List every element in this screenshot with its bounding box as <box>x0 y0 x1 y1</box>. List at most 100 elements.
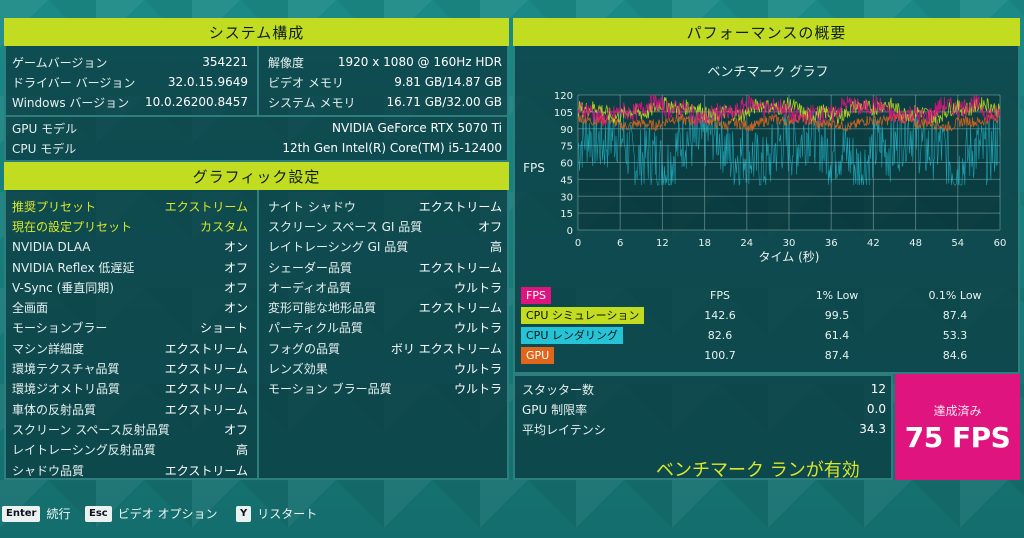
graphics-setting-row: 全画面 オン <box>12 298 248 318</box>
key-hint-icon: Esc <box>85 505 112 522</box>
perf-value: 87.4 <box>942 309 968 322</box>
graphics-setting-value: エクストリーム <box>164 402 248 417</box>
perf-value: 87.4 <box>824 349 850 362</box>
graphics-setting-label: シャドウ品質 <box>12 463 85 478</box>
stat-row: GPU 制限率 0.0 <box>522 399 886 419</box>
system-divider-v <box>257 46 259 116</box>
y-tick-label: 15 <box>560 209 573 220</box>
key-hint-icon: Y <box>236 505 252 522</box>
x-tick-label: 36 <box>825 238 838 249</box>
graphics-setting-label: 環境テクスチャ品質 <box>12 362 120 377</box>
graphics-setting-row: 環境ジオメトリ品質 エクストリーム <box>12 379 248 399</box>
graphics-panel <box>4 162 509 480</box>
graphics-setting-row: V-Sync (垂直同期) オフ <box>12 277 248 297</box>
system-info-row: Windows バージョン 10.0.26200.8457 <box>12 92 248 112</box>
perf-value: 142.6 <box>704 309 736 322</box>
graphics-setting-row: レンズ効果 ウルトラ <box>268 358 502 378</box>
achieved-value: 75 FPS <box>904 421 1011 454</box>
footer-action-esc[interactable]: Esc ビデオ オプション <box>85 505 218 522</box>
x-axis-label: タイム (秒) <box>759 250 820 264</box>
stat-value: 0.0 <box>866 402 886 416</box>
graphics-setting-row: NVIDIA DLAA オン <box>12 237 248 257</box>
graphics-setting-value: 高 <box>235 443 248 458</box>
perf-column-header: 1% Low <box>815 289 859 302</box>
graphics-setting-label: マシン詳細度 <box>12 341 85 356</box>
graphics-setting-label: ナイト シャドウ <box>268 199 356 214</box>
benchmark-status: ベンチマーク ランが有効 <box>656 460 860 481</box>
series-gpu <box>577 112 1001 132</box>
graphics-setting-label: レンズ効果 <box>268 362 328 377</box>
graphics-setting-label: レイトレーシング反射品質 <box>12 443 156 458</box>
graphics-setting-row: フォグの品質 ボリ エクストリーム <box>268 338 502 358</box>
system-info-label: ドライバー バージョン <box>12 75 136 90</box>
graphics-setting-value: ウルトラ <box>453 321 502 336</box>
graphics-setting-label: スクリーン スペース反射品質 <box>12 422 170 437</box>
system-display-row: 解像度 1920 x 1080 @ 160Hz HDR <box>268 52 502 72</box>
system-info-value: 32.0.15.9649 <box>167 75 248 89</box>
x-tick-label: 0 <box>575 238 581 249</box>
graphics-setting-value: エクストリーム <box>164 341 248 356</box>
y-tick-label: 90 <box>560 125 573 136</box>
y-tick-label: 45 <box>560 175 573 186</box>
y-axis-label: FPS <box>523 161 545 175</box>
x-tick-label: 18 <box>698 238 711 249</box>
graphics-setting-row: 推奨プリセット エクストリーム <box>12 196 248 216</box>
graphics-setting-row: モーション ブラー品質 ウルトラ <box>268 379 502 399</box>
graphics-setting-value: オフ <box>223 422 248 437</box>
graphics-setting-value: エクストリーム <box>164 382 248 397</box>
stat-value: 12 <box>870 382 886 396</box>
graphics-setting-value: エクストリーム <box>418 199 502 214</box>
x-tick-label: 12 <box>656 238 669 249</box>
graphics-setting-label: シェーダー品質 <box>268 260 353 275</box>
benchmark-chart: ベンチマーク グラフ 0 6 12 18 24 30 36 42 48 54 60 0 15 30 45 60 7… <box>523 65 1006 264</box>
graphics-setting-value: カスタム <box>199 219 248 234</box>
graphics-setting-value: エクストリーム <box>164 199 248 214</box>
graphics-setting-label: NVIDIA DLAA <box>12 239 91 254</box>
system-display-row: システム メモリ 16.71 GB/32.00 GB <box>268 92 502 112</box>
system-info-row: ゲームバージョン 354221 <box>12 52 248 72</box>
graphics-divider-v <box>257 190 259 480</box>
perf-value: 84.6 <box>942 349 968 362</box>
series-line <box>577 112 1001 132</box>
graphics-setting-row: 環境テクスチャ品質 エクストリーム <box>12 358 248 378</box>
system-divider-h <box>4 115 509 117</box>
graphics-setting-value: ショート <box>199 321 248 336</box>
graphics-setting-row: オーディオ品質 ウルトラ <box>268 277 502 297</box>
x-tick-label: 30 <box>783 238 796 249</box>
y-tick-label: 120 <box>554 91 573 102</box>
footer-action-enter[interactable]: Enter 続行 <box>2 505 70 522</box>
y-tick-label: 75 <box>560 142 573 153</box>
performance-header: パフォーマンスの概要 <box>513 18 1020 46</box>
graphics-setting-label: 環境ジオメトリ品質 <box>12 382 121 397</box>
graphics-setting-value: オン <box>223 240 248 255</box>
graphics-setting-row: シェーダー品質 エクストリーム <box>268 257 502 277</box>
graphics-setting-label: スクリーン スペース GI 品質 <box>268 219 423 234</box>
perf-value: 99.5 <box>824 309 850 322</box>
system-display-value: 1920 x 1080 @ 160Hz HDR <box>337 55 502 69</box>
graphics-setting-label: 変形可能な地形品質 <box>268 301 377 316</box>
stat-label: GPU 制限率 <box>522 402 588 417</box>
system-info-label: Windows バージョン <box>12 95 130 110</box>
graphics-setting-row: 車体の反射品質 エクストリーム <box>12 399 248 419</box>
graphics-setting-label: V-Sync (垂直同期) <box>12 280 114 295</box>
graphics-setting-row: 現在の設定プリセット カスタム <box>12 216 248 236</box>
graphics-setting-label: 現在の設定プリセット <box>12 219 133 234</box>
graphics-setting-row: シャドウ品質 エクストリーム <box>12 460 248 480</box>
system-display-label: ビデオ メモリ <box>268 75 344 90</box>
x-tick-label: 48 <box>909 238 922 249</box>
graphics-setting-row: パーティクル品質 ウルトラ <box>268 318 502 338</box>
graphics-setting-label: 全画面 <box>12 301 49 316</box>
system-info-label: ゲームバージョン <box>12 55 108 70</box>
series-legend-tag: CPU シミュレーション <box>521 307 645 324</box>
graphics-setting-row: マシン詳細度 エクストリーム <box>12 338 248 358</box>
graphics-setting-label: 推奨プリセット <box>12 199 97 214</box>
hardware-label: CPU モデル <box>12 141 77 156</box>
graphics-setting-value: エクストリーム <box>418 301 502 316</box>
x-tick-label: 24 <box>740 238 753 249</box>
key-hint-icon: Enter <box>2 505 41 522</box>
stat-label: 平均レイテンシ <box>522 422 606 437</box>
footer-action-y[interactable]: Y リスタート <box>236 505 317 522</box>
x-tick-label: 42 <box>867 238 880 249</box>
system-display-label: システム メモリ <box>268 95 356 110</box>
hardware-label: GPU モデル <box>12 121 78 136</box>
